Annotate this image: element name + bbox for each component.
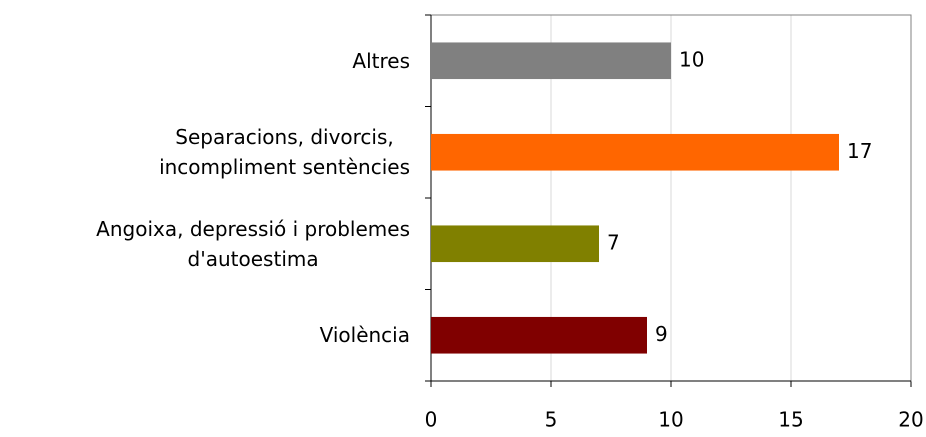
bar xyxy=(431,133,839,171)
bar xyxy=(431,225,599,263)
data-label: 10 xyxy=(679,47,704,71)
y-tick-label: Altres xyxy=(352,48,410,73)
x-tick-label: 0 xyxy=(425,408,438,432)
data-label: 9 xyxy=(655,322,668,346)
x-tick-label: 10 xyxy=(658,408,683,432)
y-tick-label: Separacions, divorcis, incompliment sent… xyxy=(159,125,410,180)
data-label: 17 xyxy=(847,139,872,163)
x-tick-label: 5 xyxy=(545,408,558,432)
bar xyxy=(431,316,647,354)
bar xyxy=(431,42,671,80)
x-tick-label: 20 xyxy=(898,408,923,432)
y-tick-label: Violència xyxy=(319,323,410,348)
data-label: 7 xyxy=(607,230,620,254)
x-tick-label: 15 xyxy=(778,408,803,432)
y-tick-label: Angoixa, depressió i problemes d'autoest… xyxy=(96,216,410,271)
